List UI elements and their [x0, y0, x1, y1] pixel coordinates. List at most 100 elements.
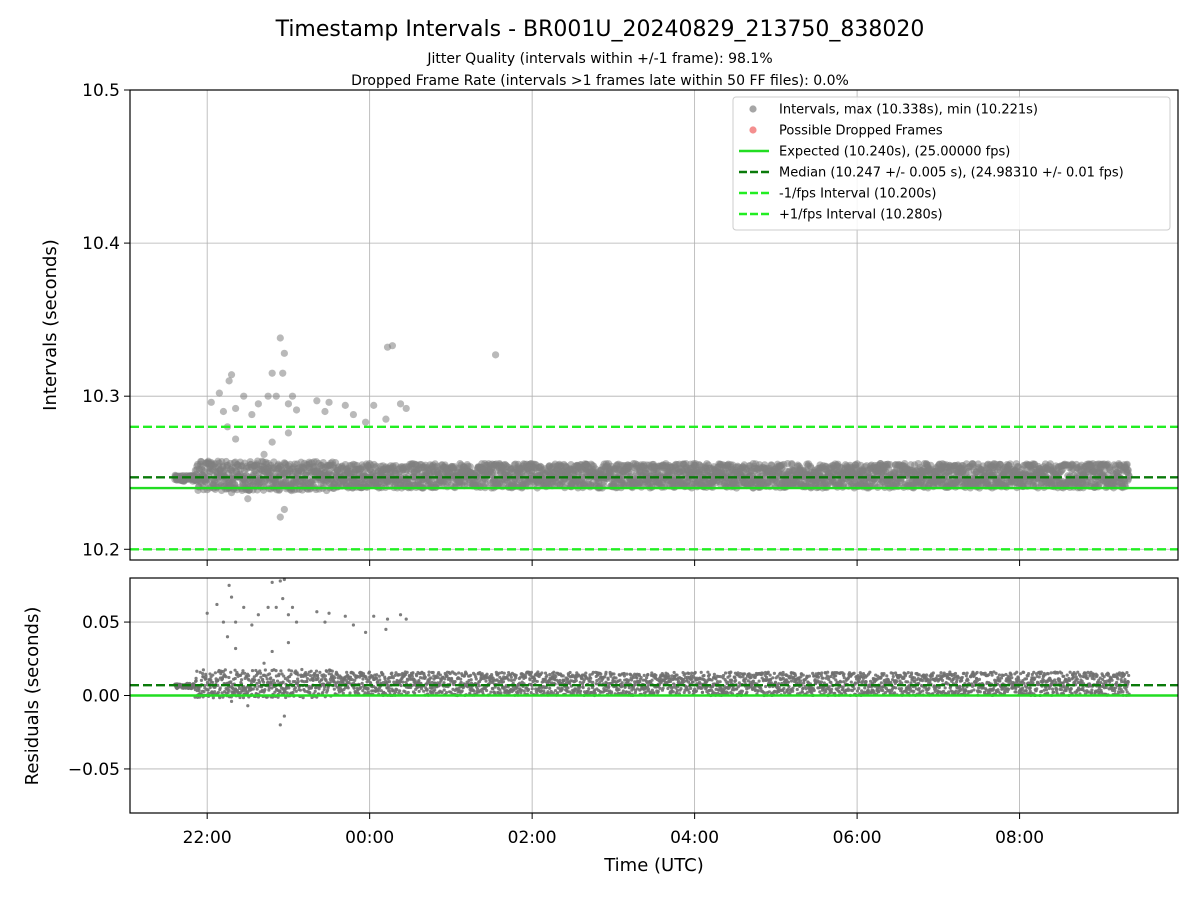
residual-point: [261, 677, 265, 682]
residual-point: [379, 689, 383, 693]
legend-label-4: -1/fps Interval (10.200s): [779, 187, 936, 202]
y-tick-label-0: 10.2: [82, 540, 120, 560]
residual-point: [542, 691, 546, 695]
interval-outlier-6: [240, 392, 248, 400]
chart-title: Timestamp Intervals - BR001U_20240829_21…: [275, 17, 925, 42]
legend-marker-1: [749, 126, 757, 134]
residual-point: [388, 690, 392, 694]
residual-point: [457, 671, 461, 675]
legend: Intervals, max (10.338s), min (10.221s)P…: [732, 96, 1171, 231]
residual-point: [604, 670, 608, 674]
residual-point: [514, 673, 518, 677]
residual-point: [289, 669, 294, 673]
interval-outlier-16: [288, 392, 297, 400]
residual-point: [551, 691, 555, 695]
residual-point: [301, 695, 305, 700]
residual-point: [548, 672, 552, 677]
residual-point: [259, 675, 263, 679]
residual-point: [233, 668, 237, 672]
y-tick-label-1: 10.3: [82, 387, 120, 407]
residual-point: [617, 687, 621, 692]
interval-outlier-37: [268, 438, 276, 446]
interval-outlier-0: [207, 398, 215, 406]
interval-outlier-27: [388, 342, 397, 350]
residual-point: [360, 681, 364, 685]
interval-outlier-13: [280, 349, 288, 357]
residual-point: [560, 687, 564, 691]
residual-point: [484, 688, 489, 693]
residual-point: [578, 689, 583, 693]
residual-point: [582, 678, 586, 682]
residual-point: [213, 671, 217, 675]
residual-point: [635, 676, 639, 680]
residual-point: [283, 676, 287, 681]
residual-point: [346, 686, 350, 690]
residual-point: [472, 689, 476, 693]
residual-point: [445, 674, 449, 678]
residual-point: [529, 691, 533, 695]
residual-point: [477, 684, 481, 688]
residual-point: [509, 675, 513, 679]
residual-point: [296, 673, 300, 677]
residual-point: [239, 678, 244, 682]
residual-point: [265, 677, 269, 681]
interval-outlier-18: [313, 397, 321, 405]
residual-point: [313, 689, 317, 693]
residual-point: [543, 671, 548, 675]
residual-point: [287, 686, 291, 690]
residual-point: [275, 679, 280, 683]
residual-point: [624, 690, 629, 694]
residual-point: [327, 672, 331, 676]
residual-point: [348, 691, 352, 695]
residual-point: [645, 676, 649, 680]
residual-point: [250, 668, 255, 673]
residual-point: [208, 672, 212, 676]
residual-point: [599, 672, 603, 676]
residual-point: [491, 687, 495, 691]
residual-point: [243, 671, 247, 675]
residual-point: [277, 672, 281, 676]
residual-point: [247, 674, 251, 678]
residual-point: [325, 688, 330, 692]
residual-point: [325, 669, 329, 673]
residual-point: [314, 685, 318, 690]
residual-point: [530, 687, 534, 691]
interval-point: [1123, 460, 1131, 468]
residual-point: [436, 675, 440, 680]
residual-point: [536, 670, 540, 674]
interval-outlier-10: [268, 369, 276, 377]
residual-point: [591, 670, 595, 675]
residual-point: [497, 671, 501, 675]
residual-point: [300, 667, 304, 672]
residual-point: [423, 675, 427, 679]
residual-point: [666, 686, 670, 691]
residual-point: [204, 677, 208, 681]
residual-point: [448, 672, 452, 676]
residual-point: [294, 689, 298, 693]
residual-point: [535, 679, 539, 684]
residual-point: [395, 688, 399, 692]
residual-point: [646, 687, 651, 691]
intervals-y-axis-label: Intervals (seconds): [40, 239, 61, 411]
interval-outlier-1: [215, 389, 223, 397]
residual-point: [271, 678, 276, 682]
residual-point: [246, 690, 250, 694]
residual-point: [361, 689, 365, 693]
residual-point: [578, 680, 582, 684]
residual-point: [480, 672, 484, 676]
residual-point: [656, 689, 660, 693]
residual-point: [323, 674, 328, 678]
residual-point: [539, 689, 543, 693]
residual-point: [255, 687, 259, 691]
interval-outlier-3: [225, 377, 233, 385]
residual-point: [344, 678, 349, 683]
legend-label-5: +1/fps Interval (10.280s): [779, 208, 943, 223]
residual-point: [595, 679, 599, 683]
residual-point: [530, 683, 534, 687]
residual-point: [501, 680, 506, 684]
residual-point: [341, 691, 345, 695]
residual-point: [227, 675, 231, 680]
residual-point: [485, 672, 489, 676]
residual-point: [287, 668, 291, 672]
